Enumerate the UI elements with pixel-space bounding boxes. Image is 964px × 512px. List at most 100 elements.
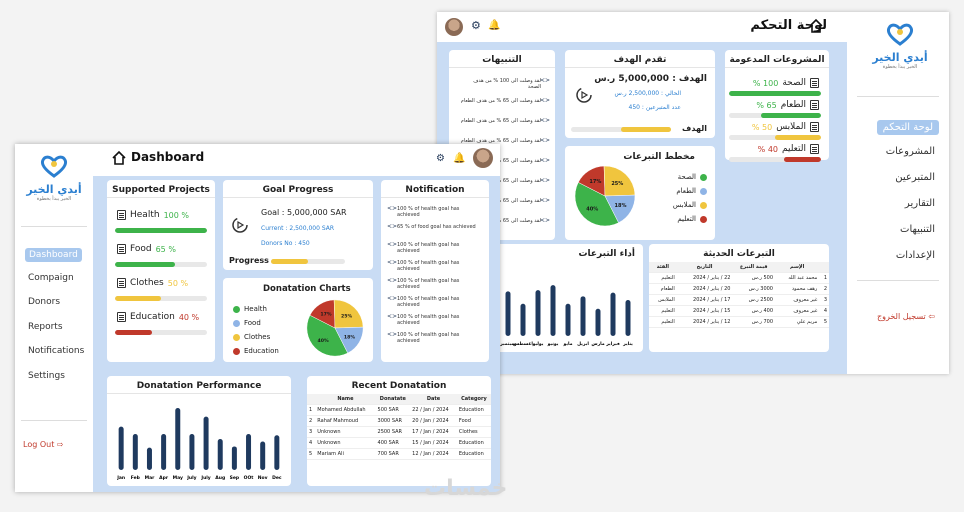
- en-project-progress-bar: [115, 228, 207, 233]
- en-logout-button[interactable]: Log Out ⇨: [23, 440, 64, 449]
- ar-table-cell: 5: [819, 316, 829, 328]
- ar-nav-item[interactable]: المشروعات: [885, 146, 935, 157]
- en-table-cell: 3000 SAR: [375, 415, 411, 427]
- ar-legend-item: التعليم: [657, 212, 707, 226]
- en-nav-item[interactable]: Compaign: [28, 272, 74, 283]
- bell-icon[interactable]: 🔔: [488, 20, 501, 31]
- ar-supported-projects-card: المشروعات المدعومة الصحة 100 % الطعام 65 % ا…: [725, 50, 829, 162]
- en-column-header[interactable]: Date: [410, 394, 457, 405]
- code-icon: <>: [387, 241, 398, 248]
- ar-notifications-title: التنبيهات: [449, 50, 555, 68]
- ar-avatar[interactable]: [445, 18, 463, 36]
- en-notification-item[interactable]: <> 65 % of food goal has achieved: [387, 223, 483, 231]
- ar-divider: [857, 96, 939, 97]
- home-icon: [112, 150, 126, 165]
- ar-column-header[interactable]: التاريخ: [676, 262, 733, 273]
- ar-col-index: [819, 262, 829, 273]
- en-project-progress-fill: [115, 262, 175, 267]
- en-notification-item[interactable]: <> 100 % of health goal has achieved: [387, 296, 483, 309]
- ar-project-progress-fill: [775, 135, 821, 140]
- ar-table-row[interactable]: 2 رهف محمود 3000 ر.س 20 / يناير / 2024 الطعا…: [649, 283, 829, 295]
- ar-project-progress-bar: [729, 91, 821, 96]
- en-nav-item[interactable]: Notifications: [28, 346, 85, 356]
- en-month-label: Sep: [230, 475, 240, 481]
- en-column-header[interactable]: Name: [315, 394, 376, 405]
- ar-table-row[interactable]: 3 غير معروف 2500 ر.س 17 / يناير / 2024 الملا…: [649, 294, 829, 306]
- en-notification-item[interactable]: <> 100 % of health goal has achieved: [387, 332, 483, 345]
- en-month-label: OOt: [244, 475, 255, 481]
- heart-logo-icon: [886, 23, 914, 46]
- en-notification-item[interactable]: <> 100 % of health goal has achieved: [387, 241, 483, 255]
- en-donation-pie-chart: 40% 17% 25% 18%: [306, 299, 364, 357]
- en-nav-item[interactable]: Donors: [28, 297, 61, 307]
- ar-notification-text: لقد وصلت الى 65 % من هدف الطعام: [460, 98, 541, 104]
- en-table-row[interactable]: 5 Mariam Ali 700 SAR 12 / Jan / 2024 Educati…: [307, 448, 491, 460]
- ar-project-label: التعليم: [782, 144, 806, 154]
- ar-column-header[interactable]: الفئة: [649, 262, 677, 273]
- en-performance-bar: [217, 439, 223, 470]
- code-icon: <>: [539, 137, 550, 144]
- en-table-cell: Unknown: [315, 437, 376, 449]
- ar-notification-item[interactable]: <>لقد وصلت الى 65 % من هدف الطعام: [459, 137, 550, 145]
- ar-project-progress-bar: [729, 113, 821, 118]
- code-icon: <>: [539, 77, 550, 84]
- en-table-cell: 400 SAR: [375, 437, 411, 449]
- en-month-label: July: [200, 475, 210, 481]
- ar-notification-item[interactable]: <>لقد وصلت الى 65 % من هدف الطعام: [459, 98, 550, 105]
- en-notification-text: 100 % of health goal has achieved: [397, 314, 460, 326]
- en-notification-text: 100 % of health goal has achieved: [397, 332, 460, 344]
- ar-nav-item[interactable]: التقارير: [904, 198, 935, 209]
- en-notification-item[interactable]: <> 100 % of health goal has achieved: [387, 278, 483, 291]
- en-notification-item[interactable]: <> 100 % of health goal has achieved: [387, 206, 483, 219]
- ar-column-header[interactable]: الإسم: [775, 262, 820, 273]
- en-project-percent: 65 %: [155, 244, 176, 254]
- en-notification-item[interactable]: <> 100 % of health goal has achieved: [387, 259, 483, 273]
- ar-month-label: يوليو: [532, 342, 544, 347]
- code-icon: <>: [539, 197, 550, 204]
- gear-icon[interactable]: ⚙: [471, 19, 481, 32]
- ar-column-header[interactable]: قيمة التبرع: [732, 262, 775, 273]
- en-table-row[interactable]: 3 Unknown 2500 SAR 17 / Jan / 2024 Clothes: [307, 426, 491, 438]
- ar-nav-item[interactable]: الإعدادات: [895, 250, 935, 261]
- en-table-row[interactable]: 1 Mohamed Abdullah 500 SAR 22 / Jan / 2024 E…: [307, 404, 491, 416]
- ar-month-label: سبتمبر: [499, 342, 516, 347]
- ar-logout-button[interactable]: تسجيل الخروج ⇦: [876, 312, 935, 321]
- en-charts-title: Donatation Charts: [263, 284, 351, 294]
- ar-notification-text: لقد وصلت الى 65 % من هدف الطعام: [460, 118, 541, 124]
- ar-project-percent: 65 %: [756, 100, 777, 110]
- bell-icon[interactable]: 🔔: [453, 153, 466, 164]
- en-month-label: Dec: [272, 475, 282, 481]
- en-column-header[interactable]: Donatate: [375, 394, 411, 405]
- en-table-row[interactable]: 2 Rahaf Mahmoud 3000 SAR 20 / Jan / 2024 Foo…: [307, 415, 491, 427]
- en-nav-item[interactable]: Dashboard: [25, 248, 82, 262]
- ar-performance-bar: [565, 303, 571, 336]
- en-notification-item[interactable]: <> 100 % of health goal has achieved: [387, 314, 483, 327]
- en-column-header[interactable]: Category: [456, 394, 491, 405]
- gear-icon[interactable]: ⚙: [436, 153, 445, 164]
- ar-pie-label: 25%: [611, 181, 623, 187]
- ar-notification-item[interactable]: <> لقد وصلت الى 100 % من هدف الصحة: [459, 77, 550, 91]
- ar-nav-item[interactable]: المتبرعين: [895, 172, 935, 183]
- ar-table-row[interactable]: 1 محمد عبد الله 500 ر.س 22 / يناير / 2024 ال…: [649, 272, 829, 284]
- ar-nav-item[interactable]: التنبيهات: [900, 224, 935, 235]
- document-icon: [117, 312, 126, 322]
- ar-nav-item[interactable]: لوحة التحكم: [876, 120, 939, 135]
- en-nav-item[interactable]: Settings: [28, 370, 65, 381]
- en-nav-item[interactable]: Reports: [28, 321, 63, 332]
- en-table-cell: Mohamed Abdullah: [315, 404, 376, 416]
- ar-table-row[interactable]: 4 غير معروف 400 ر.س 15 / يناير / 2024 التعلي…: [649, 305, 829, 317]
- code-icon: <>: [387, 223, 398, 230]
- en-table-row[interactable]: 4 Unknown 400 SAR 15 / Jan / 2024 Education: [307, 437, 491, 449]
- code-icon: <>: [387, 259, 398, 266]
- ar-project-row: التعليم 40 %: [758, 144, 819, 154]
- ar-notification-item[interactable]: <>لقد وصلت الى 65 % من هدف الطعام: [459, 118, 550, 125]
- en-project-progress-fill: [115, 330, 152, 335]
- en-avatar[interactable]: [473, 148, 493, 168]
- en-table-cell: 2500 SAR: [375, 426, 411, 438]
- ar-table-row[interactable]: 5 مريم علي 700 ر.س 12 / يناير / 2024 التعليم: [649, 316, 829, 328]
- document-icon: [810, 144, 819, 154]
- en-project-percent: 40 %: [178, 312, 200, 322]
- heart-logo-icon: [40, 155, 68, 178]
- en-month-label: Aug: [215, 475, 225, 481]
- ar-pie-slice: [574, 182, 619, 227]
